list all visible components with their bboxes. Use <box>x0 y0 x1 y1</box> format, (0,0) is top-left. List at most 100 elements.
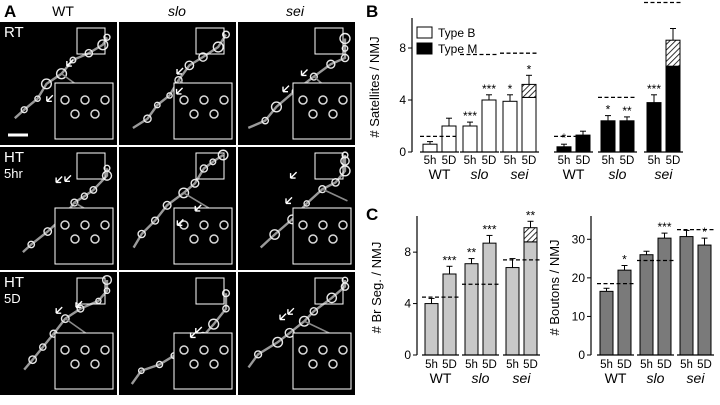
micrograph-tile <box>119 22 236 145</box>
y-axis-label: # Boutons / NMJ <box>547 239 562 335</box>
y-tick-label: 20 <box>572 271 586 285</box>
significance-label: * <box>508 82 513 96</box>
bouton <box>100 95 110 105</box>
bouton <box>308 359 318 369</box>
x-tick-label: 5h <box>558 155 571 167</box>
bar <box>462 125 478 153</box>
bouton <box>338 95 348 105</box>
bouton <box>222 304 230 313</box>
bar <box>617 269 632 356</box>
bouton <box>272 336 284 348</box>
bouton <box>219 345 229 355</box>
bar <box>679 236 694 356</box>
arrow-marker <box>75 300 83 308</box>
bouton <box>60 345 70 355</box>
bouton <box>326 59 336 69</box>
arrow-marker <box>46 94 54 102</box>
x-tick-label: 5D <box>523 359 538 371</box>
bouton <box>309 307 319 316</box>
micrograph-tile: RT <box>0 22 117 145</box>
bouton <box>89 186 98 194</box>
bouton <box>28 355 38 365</box>
bouton <box>190 178 200 188</box>
bouton <box>298 345 308 355</box>
bouton <box>34 95 41 102</box>
axon-branch <box>183 192 210 209</box>
bouton <box>80 220 90 230</box>
x-tick-label: 5h <box>600 359 613 371</box>
bouton <box>309 72 318 81</box>
significance-label: * <box>562 131 567 145</box>
arrow-marker <box>66 59 74 67</box>
x-tick-label: 5D <box>442 359 457 371</box>
bouton <box>326 292 338 304</box>
group-label: sei <box>655 166 674 182</box>
x-tick-label: 5h <box>504 155 517 167</box>
x-tick-label: 5h <box>464 155 477 167</box>
y-tick-label: 0 <box>404 348 411 362</box>
condition-label: RT <box>4 25 24 41</box>
condition-label-sub: 5D <box>4 291 21 306</box>
bouton <box>155 360 164 369</box>
bar <box>482 242 497 356</box>
arrow-marker <box>287 307 295 315</box>
roi-box <box>314 152 344 180</box>
bar <box>481 99 497 153</box>
bouton <box>60 220 70 230</box>
bouton <box>318 345 328 355</box>
legend-swatch <box>416 42 433 55</box>
bouton <box>340 53 350 63</box>
bouton <box>339 32 351 45</box>
micrograph-tile <box>238 147 355 270</box>
bouton <box>90 109 100 119</box>
bouton <box>340 156 350 166</box>
axon-branch <box>321 188 348 202</box>
x-tick-label: 5h <box>640 359 653 371</box>
roi-box <box>195 27 225 55</box>
bar <box>422 143 438 153</box>
significance-label: ** <box>622 104 632 118</box>
micrograph-grid: RT HT 5hr HT 5D <box>0 22 358 405</box>
bar <box>523 241 538 356</box>
inset-box <box>173 332 233 390</box>
bouton <box>38 343 47 351</box>
group-label: sei <box>511 166 530 182</box>
roi-box <box>76 152 106 180</box>
arrow-marker <box>64 174 72 183</box>
bouton <box>270 101 283 113</box>
inset-box <box>173 207 233 265</box>
bar <box>599 290 614 356</box>
axon-branch <box>247 280 347 369</box>
significance-label: *** <box>657 220 671 234</box>
bar <box>502 100 518 153</box>
bouton <box>199 345 209 355</box>
bar <box>464 263 479 356</box>
bouton <box>328 234 338 244</box>
bouton <box>261 116 270 125</box>
bouton <box>212 41 224 53</box>
y-tick-label: 8 <box>404 245 411 259</box>
x-tick-label: 5D <box>482 359 497 371</box>
inset-box <box>292 332 352 390</box>
bouton <box>80 345 90 355</box>
bouton <box>90 234 100 244</box>
bouton <box>137 367 145 375</box>
bouton <box>166 92 173 99</box>
micrograph-tile <box>119 147 236 270</box>
panel-label-b: B <box>366 2 379 21</box>
axon-branch <box>303 320 333 336</box>
group-label: WT <box>430 370 452 386</box>
significance-label: *** <box>482 222 496 236</box>
inset-box <box>292 207 352 265</box>
bouton <box>184 60 195 71</box>
significance-label: *** <box>647 82 661 96</box>
axon-branch <box>64 317 88 335</box>
significance-label: ** <box>467 246 477 260</box>
micrograph-image <box>132 149 233 265</box>
arrow-marker <box>194 204 202 212</box>
inset-box <box>54 332 114 390</box>
significance-label: * <box>702 225 707 239</box>
bouton <box>199 95 209 105</box>
bouton <box>308 109 318 119</box>
